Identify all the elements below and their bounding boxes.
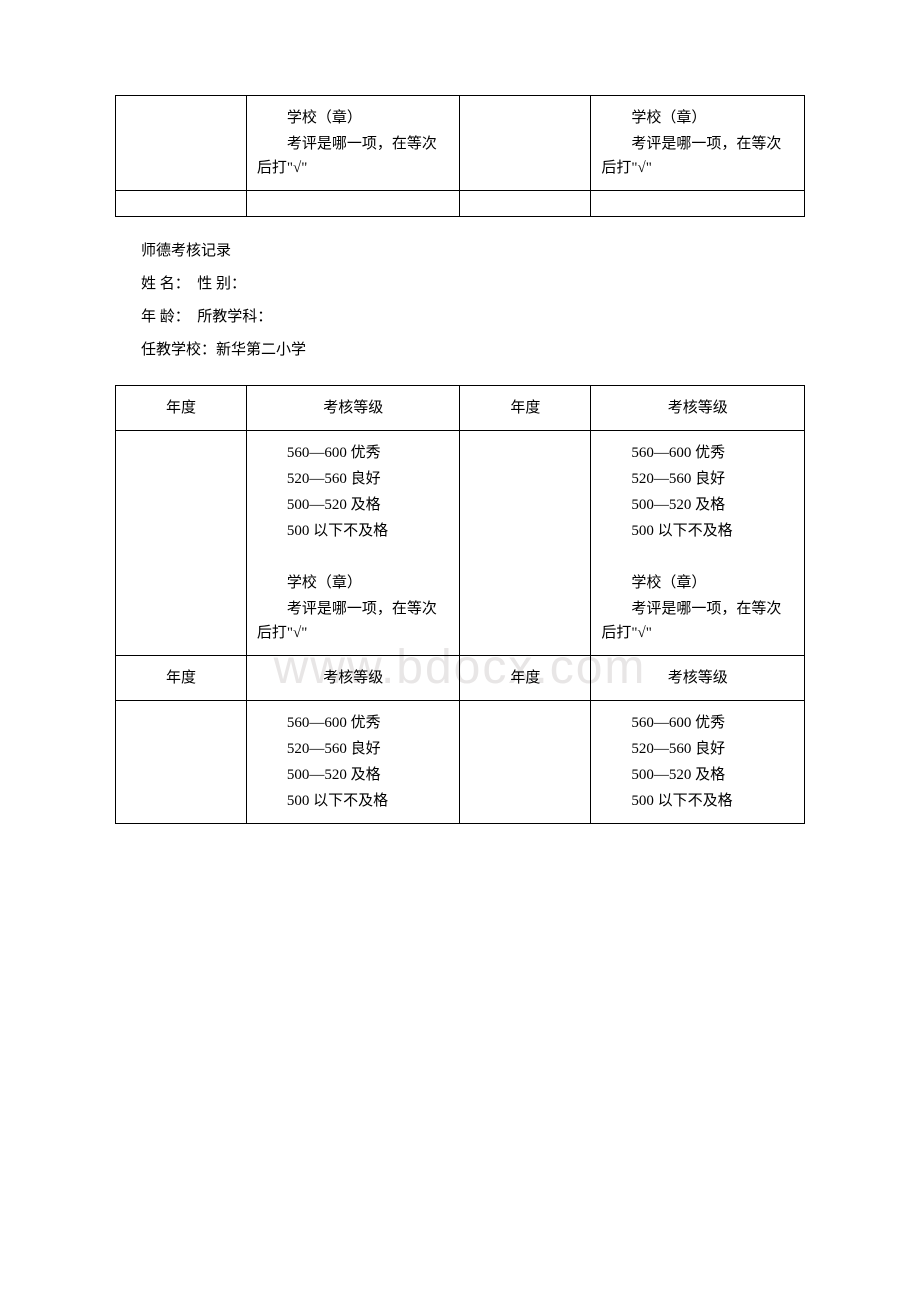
- info-block: 师德考核记录 姓 名： 性 别： 年 龄： 所教学科： 任教学校：新华第二小学: [141, 235, 805, 367]
- grade-header: 考核等级: [246, 656, 460, 701]
- table-cell: [116, 96, 247, 191]
- grade-fail: 500 以下不及格: [257, 519, 450, 543]
- school-seal-text: 学校（章）: [257, 106, 450, 130]
- table-cell: [460, 191, 591, 217]
- table-cell: [460, 96, 591, 191]
- grade-fail: 500 以下不及格: [601, 789, 794, 813]
- table-cell: [460, 431, 591, 656]
- grade-cell: 560—600 优秀 520—560 良好 500—520 及格 500 以下不…: [246, 431, 460, 656]
- school-seal-text: 学校（章）: [257, 571, 450, 595]
- grade-cell: 560—600 优秀 520—560 良好 500—520 及格 500 以下不…: [591, 701, 805, 824]
- year-header: 年度: [460, 386, 591, 431]
- grade-pass: 500—520 及格: [601, 763, 794, 787]
- grade-header: 考核等级: [591, 386, 805, 431]
- note-text: 考评是哪一项，在等次后打"√": [601, 132, 794, 180]
- grade-good: 520—560 良好: [601, 467, 794, 491]
- name-gender-line: 姓 名： 性 别：: [141, 268, 805, 301]
- grade-cell: 学校（章） 考评是哪一项，在等次后打"√": [591, 96, 805, 191]
- grade-cell: 560—600 优秀 520—560 良好 500—520 及格 500 以下不…: [246, 701, 460, 824]
- grade-excellent: 560—600 优秀: [601, 441, 794, 465]
- table-cell: [116, 191, 247, 217]
- grade-excellent: 560—600 优秀: [257, 441, 450, 465]
- grade-pass: 500—520 及格: [257, 493, 450, 517]
- year-header: 年度: [116, 656, 247, 701]
- table-cell: [116, 431, 247, 656]
- grade-excellent: 560—600 优秀: [257, 711, 450, 735]
- school-seal-text: 学校（章）: [601, 106, 794, 130]
- note-text: 考评是哪一项，在等次后打"√": [601, 597, 794, 645]
- grade-cell: 学校（章） 考评是哪一项，在等次后打"√": [246, 96, 460, 191]
- grade-good: 520—560 良好: [257, 467, 450, 491]
- note-text: 考评是哪一项，在等次后打"√": [257, 132, 450, 180]
- year-header: 年度: [460, 656, 591, 701]
- grade-fail: 500 以下不及格: [257, 789, 450, 813]
- school-seal-text: 学校（章）: [601, 571, 794, 595]
- note-text: 考评是哪一项，在等次后打"√": [257, 597, 450, 645]
- grade-good: 520—560 良好: [257, 737, 450, 761]
- assessment-table: 年度 考核等级 年度 考核等级 560—600 优秀 520—560 良好 50…: [115, 385, 805, 824]
- grade-pass: 500—520 及格: [257, 763, 450, 787]
- grade-good: 520—560 良好: [601, 737, 794, 761]
- grade-excellent: 560—600 优秀: [601, 711, 794, 735]
- age-subject-line: 年 龄： 所教学科：: [141, 301, 805, 334]
- school-line: 任教学校：新华第二小学: [141, 334, 805, 367]
- grade-fail: 500 以下不及格: [601, 519, 794, 543]
- record-title: 师德考核记录: [141, 235, 805, 268]
- grade-header: 考核等级: [591, 656, 805, 701]
- grade-header: 考核等级: [246, 386, 460, 431]
- table-cell: [591, 191, 805, 217]
- grade-pass: 500—520 及格: [601, 493, 794, 517]
- top-table: 学校（章） 考评是哪一项，在等次后打"√" 学校（章） 考评是哪一项，在等次后打…: [115, 95, 805, 217]
- year-header: 年度: [116, 386, 247, 431]
- grade-cell: 560—600 优秀 520—560 良好 500—520 及格 500 以下不…: [591, 431, 805, 656]
- table-cell: [460, 701, 591, 824]
- table-cell: [116, 701, 247, 824]
- table-cell: [246, 191, 460, 217]
